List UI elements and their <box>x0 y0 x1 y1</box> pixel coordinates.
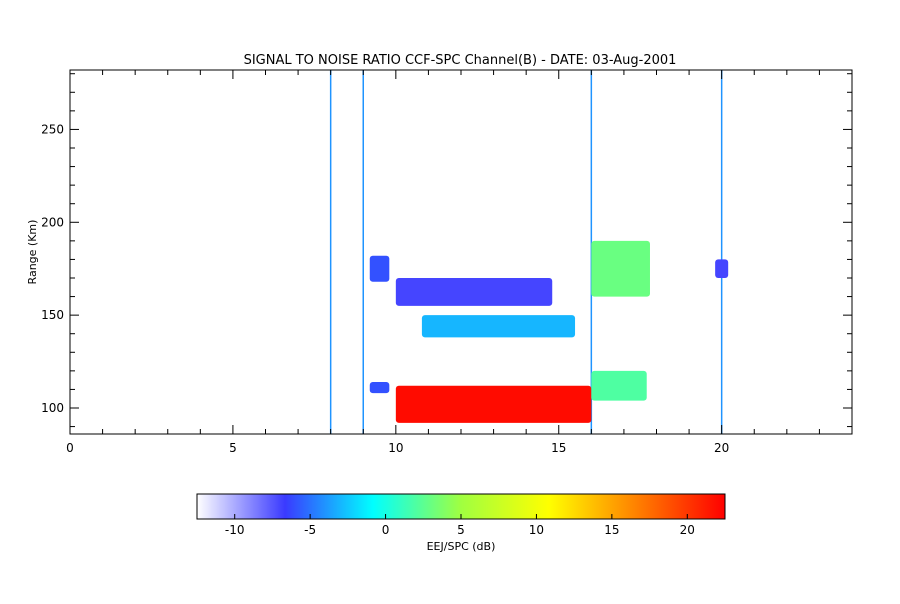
colorbar-tick-label: -10 <box>225 523 245 537</box>
snr-region <box>369 255 390 282</box>
colorbar-tick-label: 0 <box>382 523 390 537</box>
x-tick-label: 15 <box>551 441 566 455</box>
y-tick-label: 250 <box>41 122 64 136</box>
snr-region <box>591 370 647 401</box>
colorbar-tick-label: 15 <box>604 523 619 537</box>
x-tick-label: 10 <box>388 441 403 455</box>
x-tick-label: 5 <box>229 441 237 455</box>
colorbar-tick-label: 10 <box>529 523 544 537</box>
snr-region <box>395 278 553 306</box>
y-tick-label: 200 <box>41 215 64 229</box>
x-tick-label: 0 <box>66 441 74 455</box>
snr-region <box>421 315 576 338</box>
y-axis-label: Range (Km) <box>26 220 39 285</box>
colorbar-ticks: -10 -5 0 5 10 15 20 <box>225 514 695 537</box>
y-axis: 100 150 200 250 <box>41 73 852 428</box>
plot-area <box>329 70 729 434</box>
chart-title: SIGNAL TO NOISE RATIO CCF-SPC Channel(B)… <box>244 53 677 68</box>
snr-region <box>395 385 592 423</box>
snr-region <box>591 240 650 297</box>
snr-region <box>715 259 729 278</box>
colorbar-tick-label: -5 <box>304 523 316 537</box>
x-axis: 0 5 10 15 20 <box>66 70 853 455</box>
colorbar-label: EEJ/SPC (dB) <box>427 540 496 553</box>
colorbar-tick-label: 5 <box>457 523 465 537</box>
plot-frame <box>69 69 853 435</box>
y-tick-label: 100 <box>41 401 64 415</box>
y-tick-label: 150 <box>41 308 64 322</box>
colorbar-tick-label: 20 <box>680 523 695 537</box>
snr-region <box>369 382 390 394</box>
x-tick-label: 20 <box>714 441 729 455</box>
